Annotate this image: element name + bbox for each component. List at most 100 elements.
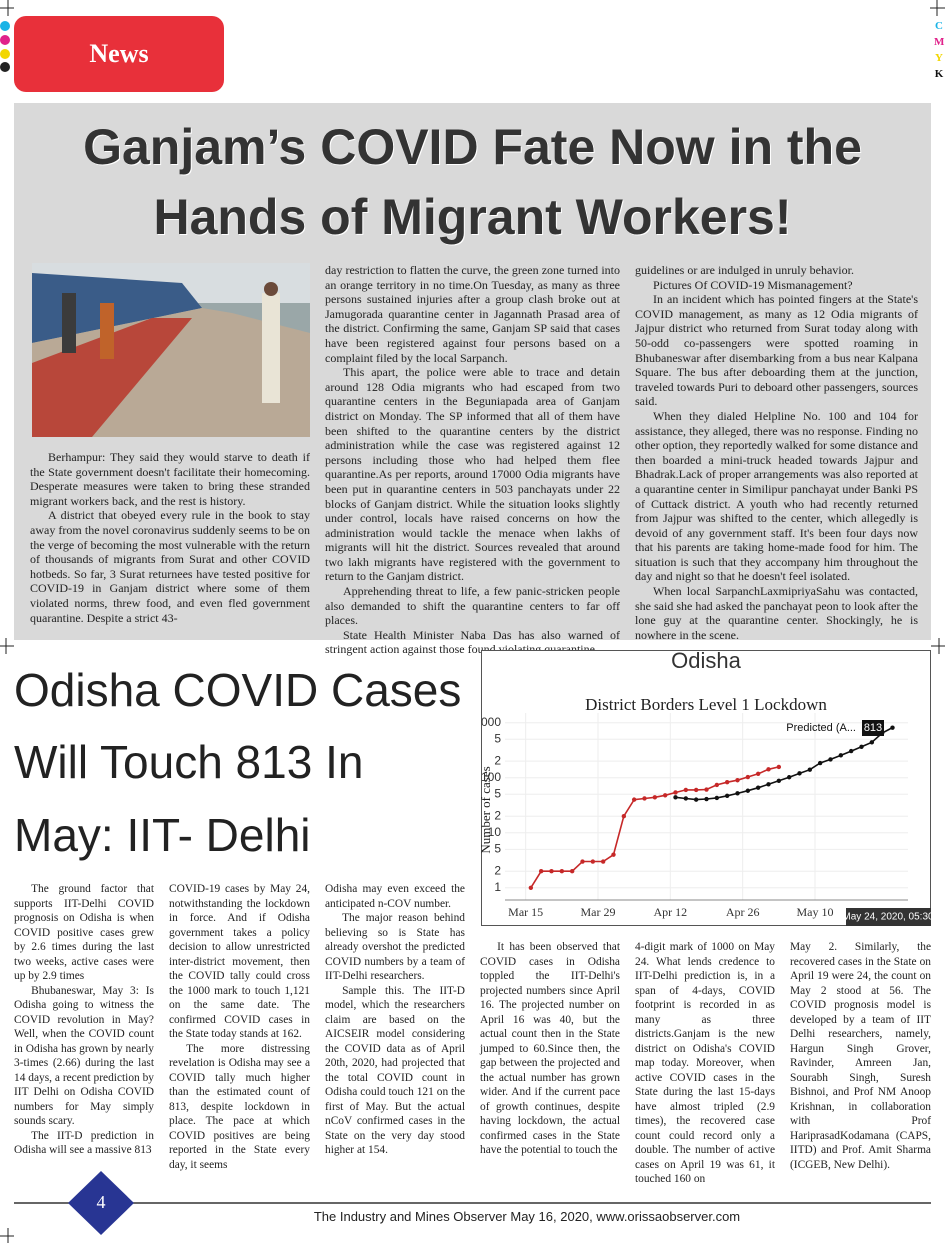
data-point	[714, 782, 720, 788]
data-point	[724, 793, 730, 798]
paragraph: May 2. Similarly, the recovered cases in…	[790, 941, 931, 1171]
y-tick-label: 10	[488, 825, 502, 839]
paragraph: Pictures Of COVID-19 Mismanagement?	[653, 277, 853, 292]
y-tick-label: 1	[494, 880, 501, 894]
y-tick-label: 2	[494, 863, 501, 877]
data-point	[745, 788, 751, 793]
annotation: Predicted (A...	[786, 722, 856, 734]
print-mark: Y	[935, 52, 943, 64]
photo	[32, 263, 310, 437]
article-column: day restriction to flatten the curve, th…	[325, 263, 620, 657]
print-mark: M	[934, 36, 945, 48]
page-number: 4	[96, 1192, 106, 1212]
data-point	[580, 859, 585, 864]
data-point	[559, 869, 565, 874]
data-point	[745, 774, 751, 780]
data-point	[755, 785, 761, 790]
paragraph: A district that obeyed every rule in the…	[30, 508, 310, 625]
data-point	[693, 797, 699, 802]
chart-title: Odisha	[671, 650, 741, 673]
data-point	[683, 796, 689, 801]
data-point	[704, 796, 709, 802]
paragraph: 4-digit mark of 1000 on May 24. What len…	[635, 941, 775, 1185]
y-tick-label: 2	[494, 753, 501, 767]
timestamp: May 24, 2020, 05:30	[842, 912, 931, 923]
chart-subtitle: District Borders Level 1 Lockdown	[585, 695, 827, 714]
paragraph: Apprehending threat to life, a few panic…	[325, 584, 620, 628]
data-point	[766, 782, 771, 787]
data-point	[673, 790, 678, 795]
data-point	[848, 748, 854, 754]
x-tick-label: May 10	[797, 905, 834, 919]
y-tick-label: 5	[494, 786, 501, 800]
data-point	[621, 813, 627, 819]
annotation: 813	[864, 722, 882, 734]
x-tick-label: Mar 15	[508, 905, 543, 919]
article-column: Berhampur: They said they would starve t…	[30, 450, 310, 625]
article-column: Odisha may even exceed the anticipated n…	[325, 882, 465, 1158]
data-point	[797, 771, 802, 776]
article-column: The ground factor that supports IIT-Delh…	[14, 882, 154, 1158]
y-tick-label: 5	[494, 841, 501, 855]
x-tick-label: Apr 26	[726, 905, 760, 919]
data-point	[714, 795, 720, 801]
headline: Odisha COVID Cases	[14, 664, 462, 716]
paragraph: Sample this. The IIT-D model, which the …	[325, 984, 465, 1157]
paragraph: Odisha may even exceed the anticipated n…	[325, 883, 465, 910]
paragraph: guidelines or are indulged in unruly beh…	[635, 263, 854, 277]
data-point	[549, 869, 554, 874]
article-column: It has been observed that COVID cases in…	[480, 940, 620, 1158]
data-point	[828, 757, 833, 762]
data-point	[859, 744, 864, 749]
paragraph: It has been observed that COVID cases in…	[480, 941, 620, 1156]
footer-text: The Industry and Mines Observer May 16, …	[313, 1209, 741, 1224]
data-point	[890, 725, 895, 730]
x-tick-label: Mar 29	[581, 905, 616, 919]
data-point	[590, 859, 596, 864]
data-point	[611, 852, 616, 857]
data-point	[704, 787, 709, 792]
y-axis-label: Number of cases	[481, 766, 493, 853]
timestamp-box	[846, 908, 931, 926]
print-mark: C	[935, 20, 943, 32]
annotation-box	[862, 720, 884, 736]
headline: Hands of Migrant Workers!	[153, 189, 792, 245]
section-label: News	[14, 16, 224, 92]
article-column: COVID-19 cases by May 24, notwithstandin…	[169, 882, 310, 1172]
paragraph: Berhampur: They said they would starve t…	[30, 450, 310, 508]
data-point	[838, 753, 844, 758]
paragraph: The IIT-D prediction in Odisha will see …	[14, 1129, 154, 1157]
data-point	[569, 869, 575, 874]
data-point	[631, 797, 637, 802]
data-point	[600, 859, 606, 864]
data-point	[776, 778, 782, 783]
paragraph: Bhubaneswar, May 3: Is Odisha going to w…	[14, 984, 154, 1128]
headline: Will Touch 813 In	[14, 736, 364, 788]
y-tick-label: 1000	[481, 715, 501, 729]
paragraph: In an incident which has pointed fingers…	[635, 292, 918, 409]
article-column: 4-digit mark of 1000 on May 24. What len…	[635, 940, 775, 1187]
data-point	[786, 775, 792, 780]
data-point	[755, 771, 761, 776]
paragraph: The major reason behind believing so is …	[325, 912, 465, 982]
series-line	[675, 726, 893, 801]
chart: Odisha District Borders Level 1 Lockdown…	[481, 650, 931, 926]
data-point	[807, 767, 813, 772]
paragraph: COVID-19 cases by May 24, notwithstandin…	[169, 883, 310, 1040]
data-point	[683, 787, 689, 793]
data-point	[642, 796, 647, 801]
data-point	[766, 767, 771, 772]
paragraph: The more distressing revelation is Odish…	[169, 1042, 310, 1171]
data-point	[735, 791, 740, 796]
y-tick-label: 5	[494, 731, 501, 745]
print-mark: K	[934, 68, 944, 80]
data-point	[652, 795, 658, 800]
data-point	[528, 885, 534, 890]
paragraph: When local SarpanchLaxmipriyaSahu was co…	[635, 584, 918, 642]
paragraph: When they dialed Helpline No. 100 and 10…	[635, 408, 918, 584]
x-tick-label: Apr 12	[653, 905, 687, 919]
data-point	[673, 795, 678, 800]
data-point	[693, 787, 699, 793]
data-point	[817, 760, 823, 766]
